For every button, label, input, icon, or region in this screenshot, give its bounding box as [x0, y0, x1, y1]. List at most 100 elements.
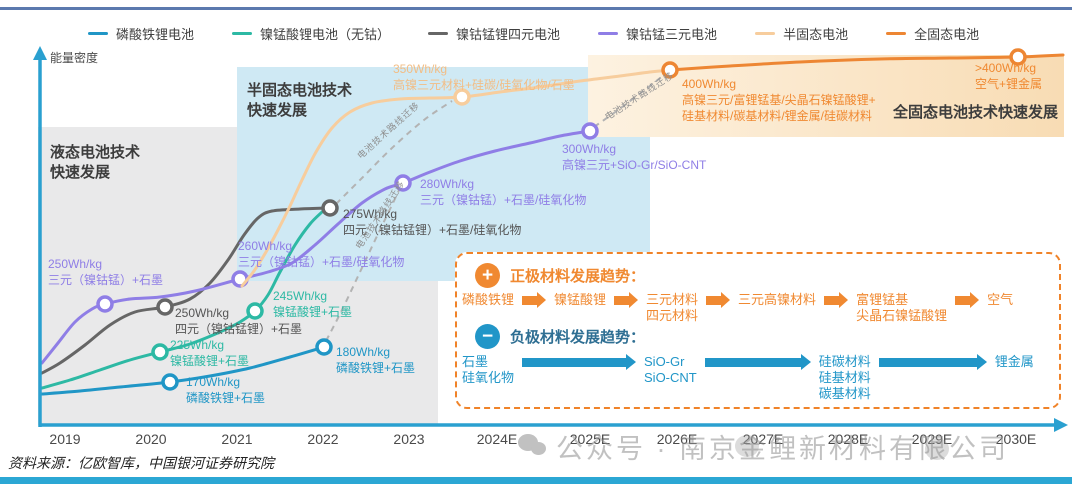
x-tick-2026E: 2026E — [656, 431, 698, 447]
x-tick-2024E: 2024E — [476, 431, 518, 447]
series-line-镍锰酸锂电池（无钴） — [40, 210, 324, 390]
annotation-13: >400Wh/kg 空气+锂金属 — [975, 61, 1043, 91]
annotation-12: 400Wh/kg 高镍三元/富锂锰基/尖晶石镍锰酸锂+ 硅基材料/碳基材料/锂金… — [682, 77, 876, 123]
annotation-2: 250Wh/kg 四元（镍钴锰锂）+石墨 — [175, 306, 303, 336]
negative-items-row: 石墨 硅氧化物 SiO-Gr SiO-CNT 硅碳材料 硅基材料 碳基材料 锂金属 — [462, 354, 1058, 402]
positive-item: 镍锰酸锂 — [554, 292, 607, 307]
legend-dash-icon — [598, 32, 619, 35]
annotation-8: 275Wh/kg 四元（镍钴锰锂）+石墨/硅氧化物 — [343, 207, 522, 237]
legend-item-label: 半固态电池 — [783, 27, 849, 42]
x-tick-2019: 2019 — [49, 431, 81, 447]
positive-item: 三元材料 四元材料 — [646, 292, 699, 323]
negative-item: 石墨 硅氧化物 — [462, 354, 515, 385]
legend-dash-icon — [88, 32, 108, 35]
plus-icon: + — [475, 263, 500, 288]
series-line-镍钴锰锂四元电池 — [40, 206, 332, 375]
x-tick-2022: 2022 — [307, 431, 339, 447]
negative-item: 锂金属 — [994, 354, 1034, 369]
region-label-liquid: 液态电池技术 快速发展 — [50, 144, 141, 181]
legend-item-3: 镍钴锰三元电池 — [598, 24, 717, 43]
region-label-semi-solid: 半固态电池技术 快速发展 — [247, 82, 353, 119]
legend: 磷酸铁锂电池 镍锰酸锂电池（无钴） 镍钴锰锂四元电池 镍钴锰三元电池 半固态电池 全固态电… — [88, 24, 979, 43]
legend-dash-icon — [232, 32, 253, 35]
tech-migration-dashed-line-2 — [593, 74, 665, 128]
data-node — [161, 373, 179, 391]
series-line-半固态电池 — [240, 68, 672, 288]
x-tick-2029E: 2029E — [911, 431, 953, 447]
legend-item-label: 镍钴锰锂四元电池 — [456, 27, 561, 42]
annotation-6: 245Wh/kg 镍锰酸锂+石墨 — [273, 289, 353, 319]
annotation-5: 180Wh/kg 磷酸铁锂+石墨 — [336, 345, 416, 375]
legend-item-0: 磷酸铁锂电池 — [88, 24, 194, 43]
wechat-icon — [925, 438, 949, 460]
legend-item-5: 全固态电池 — [886, 24, 979, 43]
x-tick-2020: 2020 — [135, 431, 167, 447]
positive-item: 磷酸铁锂 — [462, 292, 515, 307]
data-node — [96, 295, 114, 313]
legend-item-label: 镍钴锰三元电池 — [626, 27, 718, 42]
arrow-right-icon — [614, 292, 639, 308]
positive-item: 富锂锰基 尖晶石镍锰酸锂 — [856, 292, 948, 323]
legend-item-4: 半固态电池 — [755, 24, 848, 43]
tech-migration-dashed-line-1 — [335, 100, 453, 205]
annotation-10: 300Wh/kg 高镍三元+SiO-Gr/SiO-CNT — [562, 142, 707, 172]
legend-item-label: 镍锰酸锂电池（无钴） — [260, 27, 391, 42]
positive-items-row: 磷酸铁锂 镍锰酸锂 三元材料 四元材料 三元高镍材料 富锂锰基 尖晶石镍锰酸锂 空气 — [462, 292, 1058, 324]
legend-dash-icon — [886, 32, 907, 35]
source-note: 资料来源：亿欧智库，中国银河证券研究院 — [8, 457, 274, 472]
data-node — [156, 298, 174, 316]
wechat-icon — [518, 433, 548, 460]
annotation-4: 170Wh/kg 磷酸铁锂+石墨 — [186, 375, 266, 405]
arrow-right-icon — [704, 354, 811, 370]
x-tick-2023: 2023 — [393, 431, 425, 447]
positive-trend-title: 正极材料发展趋势： — [510, 268, 646, 285]
annotation-3: 225Wh/kg 镍锰酸锂+石墨 — [170, 338, 250, 368]
data-node — [315, 338, 333, 356]
data-node — [453, 88, 471, 106]
data-node — [394, 174, 412, 192]
top-border-line — [0, 7, 1072, 10]
material-trend-box: + 正极材料发展趋势： 磷酸铁锂 镍锰酸锂 三元材料 四元材料 三元高镍材料 富锂锰基 … — [455, 252, 1061, 409]
x-axis-arrow-icon — [1054, 418, 1068, 432]
x-tick-2025E: 2025E — [569, 431, 611, 447]
annotation-7: 260Wh/kg 三元（镍钴锰）+石墨/硅氧化物 — [238, 239, 405, 269]
series-line-磷酸铁锂电池 — [40, 345, 326, 396]
legend-item-label: 磷酸铁锂电池 — [116, 27, 195, 42]
legend-item-2: 镍钴锰锂四元电池 — [428, 24, 560, 43]
data-node — [151, 343, 169, 361]
minus-icon: − — [475, 324, 500, 349]
positive-item: 三元高镍材料 — [738, 292, 817, 307]
positive-item: 空气 — [987, 292, 1014, 307]
negative-item: SiO-Gr SiO-CNT — [644, 354, 697, 385]
negative-item: 硅碳材料 硅基材料 碳基材料 — [818, 354, 871, 401]
wechat-icon — [735, 435, 759, 457]
watermark: 公众号 · 南京金鲤新材料有限公司 — [518, 427, 1009, 466]
x-tick-2021: 2021 — [221, 431, 253, 447]
data-node — [321, 199, 339, 217]
legend-item-1: 镍锰酸锂电池（无钴） — [232, 24, 390, 43]
arrow-right-icon — [522, 292, 547, 308]
legend-dash-icon — [428, 32, 449, 35]
negative-trend-title-row: − 负极材料发展趋势： — [475, 324, 645, 349]
arrow-right-icon — [878, 354, 987, 370]
negative-trend-title: 负极材料发展趋势： — [510, 329, 646, 346]
data-node — [581, 122, 599, 140]
annotation-14: 全固态电池技术快速发展 — [893, 104, 1059, 121]
data-node — [1009, 48, 1027, 66]
x-tick-2030E: 2030E — [995, 431, 1037, 447]
annotation-0: 能量密度 — [50, 51, 99, 65]
arrow-right-icon — [706, 292, 731, 308]
arrow-right-icon — [824, 292, 849, 308]
bottom-border-line — [0, 477, 1072, 484]
arrow-right-icon — [522, 354, 637, 370]
watermark-text: 公众号 · 南京金鲤新材料有限公司 — [556, 434, 1009, 464]
positive-trend-title-row: + 正极材料发展趋势： — [475, 263, 645, 288]
legend-item-label: 全固态电池 — [914, 27, 980, 42]
annotation-9: 280Wh/kg 三元（镍钴锰）+石墨/硅氧化物 — [420, 177, 587, 207]
x-tick-2027E: 2027E — [742, 431, 784, 447]
data-node — [246, 302, 264, 320]
annotation-11: 350Wh/kg 高镍三元材料+硅碳/硅氧化物/石墨 — [393, 62, 575, 92]
